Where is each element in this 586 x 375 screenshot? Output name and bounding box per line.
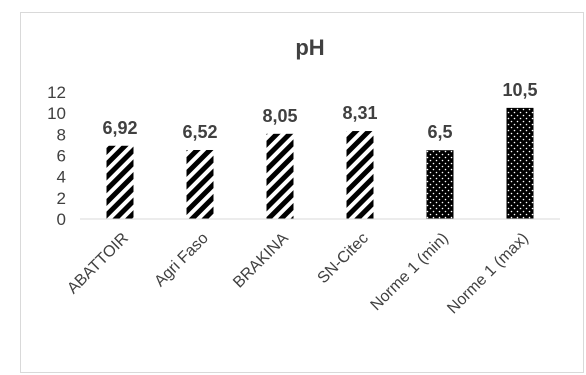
bar-norme-1-max <box>506 107 534 219</box>
bar-agri-faso <box>186 149 214 219</box>
bar-sn-citec <box>346 131 374 219</box>
y-tick-label: 6 <box>57 147 66 166</box>
bars <box>106 107 534 219</box>
data-label: 8,05 <box>262 106 297 126</box>
data-label: 6,5 <box>427 122 452 142</box>
bar-norme-1-min <box>426 150 454 219</box>
y-tick-label: 2 <box>57 189 66 208</box>
x-tick-label: Agri Faso <box>151 230 212 291</box>
y-tick-label: 0 <box>57 210 66 229</box>
bar-abattoir <box>106 145 134 219</box>
y-tick-label: 4 <box>57 168 66 187</box>
x-tick-label: ABATTOIR <box>64 230 132 298</box>
y-tick-label: 8 <box>57 125 66 144</box>
bar-brakina <box>266 133 294 219</box>
y-tick-label: 12 <box>47 83 66 102</box>
data-label: 8,31 <box>342 103 377 123</box>
data-labels: 6,92 6,52 8,05 8,31 6,5 10,5 <box>102 80 537 142</box>
x-tick-label: Norme 1 (max) <box>444 230 531 317</box>
data-label: 6,52 <box>182 122 217 142</box>
chart-title: pH <box>295 35 324 60</box>
x-tick-label: BRAKINA <box>230 230 292 292</box>
y-tick-label: 10 <box>47 104 66 123</box>
data-label: 6,92 <box>102 118 137 138</box>
y-axis: 0 2 4 6 8 10 12 <box>47 83 66 229</box>
x-tick-label: SN-Citec <box>315 230 372 287</box>
x-tick-label: Norme 1 (min) <box>368 230 452 314</box>
data-label: 10,5 <box>502 80 537 100</box>
